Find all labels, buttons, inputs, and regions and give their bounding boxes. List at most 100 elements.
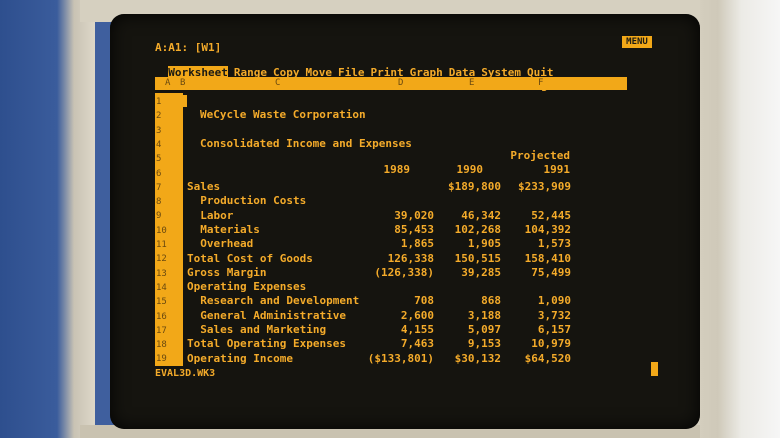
menu-item-system[interactable]: System [481, 66, 521, 79]
year-1991[interactable]: 1991 [543, 163, 571, 176]
column-header-b[interactable]: B [180, 78, 186, 88]
row-number[interactable]: 14 [156, 282, 167, 293]
file-name-status: EVAL3D.WK3 [155, 368, 216, 379]
row-number[interactable]: 12 [156, 254, 167, 265]
menu-item-file[interactable]: File [337, 66, 365, 79]
row-label[interactable]: Operating Expenses [187, 280, 307, 294]
value-cell[interactable]: $64,520 [524, 351, 571, 365]
value-cell[interactable] [421, 280, 501, 294]
value-cell[interactable]: $233,909 [518, 180, 571, 193]
value-cell[interactable]: 102,268 [454, 222, 501, 236]
row-number[interactable]: 4 [156, 139, 162, 150]
menu-item-quit[interactable]: Quit [526, 66, 554, 79]
row-number[interactable]: 8 [156, 197, 162, 208]
row-number[interactable]: 10 [156, 225, 167, 236]
value-cell[interactable]: 46,342 [461, 208, 501, 222]
menu-item-range[interactable]: Range [233, 66, 267, 79]
value-cell[interactable]: ($133,801) [367, 351, 434, 365]
value-cell[interactable]: 868 [481, 294, 501, 308]
value-cell[interactable]: 5,097 [467, 323, 501, 336]
menu-item-data[interactable]: Data [448, 66, 476, 79]
value-cell[interactable]: 150,515 [454, 251, 501, 265]
monitor-bezel-left [0, 0, 95, 438]
value-cell[interactable]: 1,090 [537, 294, 571, 308]
value-cell[interactable]: 39,020 [394, 208, 434, 222]
value-cell[interactable] [491, 280, 571, 294]
row-label[interactable]: Materials [187, 222, 260, 236]
value-cell[interactable]: 1,905 [467, 237, 501, 251]
value-cell[interactable]: 126,338 [387, 251, 434, 265]
row-number[interactable]: 3 [156, 125, 162, 136]
row-label[interactable]: Research and Development [187, 294, 360, 308]
row-label[interactable]: Total Cost of Goods [187, 251, 313, 265]
row-number[interactable]: 19 [156, 354, 167, 365]
row-number[interactable]: 18 [156, 340, 167, 351]
report-title[interactable]: Consolidated Income and Expenses [200, 137, 412, 150]
value-cell[interactable]: $30,132 [454, 351, 501, 365]
column-header-a[interactable]: A [165, 78, 171, 88]
menu-item-print[interactable]: Print [370, 66, 404, 79]
row-number[interactable]: 11 [156, 240, 167, 250]
row-label[interactable]: Gross Margin [187, 265, 267, 279]
row-label[interactable]: Overhead [187, 237, 254, 251]
row-number[interactable]: 6 [156, 168, 162, 179]
value-cell[interactable]: 4,155 [400, 323, 434, 336]
value-cell[interactable]: 75,499 [531, 265, 571, 279]
column-header-e[interactable]: E [469, 78, 475, 88]
value-cell[interactable]: 9,153 [467, 337, 501, 351]
row-label[interactable]: Production Costs [187, 194, 307, 208]
row-label[interactable]: General Administrative [187, 308, 346, 322]
projected-label[interactable]: Projected [510, 149, 570, 162]
value-cell[interactable]: $189,800 [448, 180, 501, 193]
company-name[interactable]: WeCycle Waste Corporation [200, 108, 366, 121]
row-label[interactable]: Operating Income [187, 351, 293, 365]
year-1990[interactable]: 1990 [456, 163, 484, 176]
value-cell[interactable]: 3,732 [537, 308, 571, 322]
row-number[interactable]: 2 [156, 111, 162, 122]
menu-item-copy[interactable]: Copy [272, 66, 300, 79]
monitor-bezel-right [684, 0, 780, 438]
value-cell[interactable] [421, 194, 501, 208]
row-label[interactable]: Total Operating Expenses [187, 337, 346, 351]
mode-indicator: MENU [622, 36, 652, 48]
value-cell[interactable]: 158,410 [524, 251, 571, 265]
value-cell[interactable]: 10,979 [531, 337, 571, 351]
value-cell[interactable]: 708 [414, 294, 434, 308]
column-header-f[interactable]: F [538, 78, 544, 88]
value-cell[interactable]: 1,573 [537, 237, 571, 251]
cell-pointer [180, 95, 187, 107]
main-menu-bar: Worksheet Range Copy Move File Print Graph Data… [155, 52, 559, 80]
row-number-bar [155, 93, 183, 366]
column-header-d[interactable]: D [398, 78, 404, 88]
column-header-bar: A B C D E F [155, 77, 627, 90]
row-label[interactable]: Sales [187, 180, 221, 193]
row-number[interactable]: 7 [156, 182, 162, 193]
row-label[interactable]: Sales and Marketing [187, 323, 327, 336]
row-number[interactable]: 15 [156, 297, 167, 308]
row-number[interactable]: 9 [156, 211, 162, 222]
row-number[interactable]: 5 [156, 154, 162, 165]
column-header-c[interactable]: C [275, 78, 281, 88]
row-number[interactable]: 1 [156, 97, 162, 107]
row-label[interactable]: Labor [187, 208, 234, 222]
value-cell[interactable] [491, 194, 571, 208]
cell-address-indicator: A:A1: [W1] [155, 41, 222, 54]
row-number[interactable]: 17 [156, 325, 167, 336]
menu-item-graph[interactable]: Graph [409, 66, 443, 79]
value-cell[interactable]: 3,188 [467, 308, 501, 322]
value-cell[interactable]: 2,600 [400, 308, 434, 322]
value-cell[interactable]: 85,453 [394, 222, 434, 236]
value-cell[interactable]: 1,865 [400, 237, 434, 251]
value-cell[interactable]: 104,392 [524, 222, 571, 236]
row-number[interactable]: 16 [156, 311, 167, 322]
value-cell[interactable]: 39,285 [461, 265, 501, 279]
menu-item-worksheet[interactable]: Worksheet [168, 66, 228, 80]
row-number[interactable]: 13 [156, 268, 167, 279]
value-cell[interactable]: 6,157 [537, 323, 571, 336]
value-cell[interactable]: 52,445 [531, 208, 571, 222]
value-cell[interactable]: (126,338) [374, 265, 434, 279]
value-cell[interactable]: 7,463 [400, 337, 434, 351]
blinking-cursor [651, 362, 658, 376]
year-1989[interactable]: 1989 [383, 163, 411, 176]
menu-item-move[interactable]: Move [305, 66, 332, 79]
